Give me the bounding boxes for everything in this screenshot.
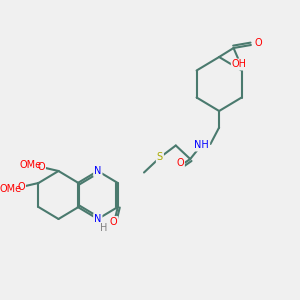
Text: S: S bbox=[157, 152, 163, 163]
Text: OMe: OMe bbox=[0, 184, 22, 194]
Text: NH: NH bbox=[194, 140, 209, 151]
Text: N: N bbox=[94, 166, 101, 176]
Text: N: N bbox=[94, 214, 101, 224]
Text: O: O bbox=[254, 38, 262, 49]
Text: H: H bbox=[100, 223, 107, 233]
Text: O: O bbox=[38, 161, 45, 172]
Text: O: O bbox=[17, 182, 25, 193]
Text: O: O bbox=[110, 217, 117, 227]
Text: O: O bbox=[176, 158, 184, 169]
Text: OH: OH bbox=[232, 59, 247, 70]
Text: OMe: OMe bbox=[20, 160, 42, 170]
